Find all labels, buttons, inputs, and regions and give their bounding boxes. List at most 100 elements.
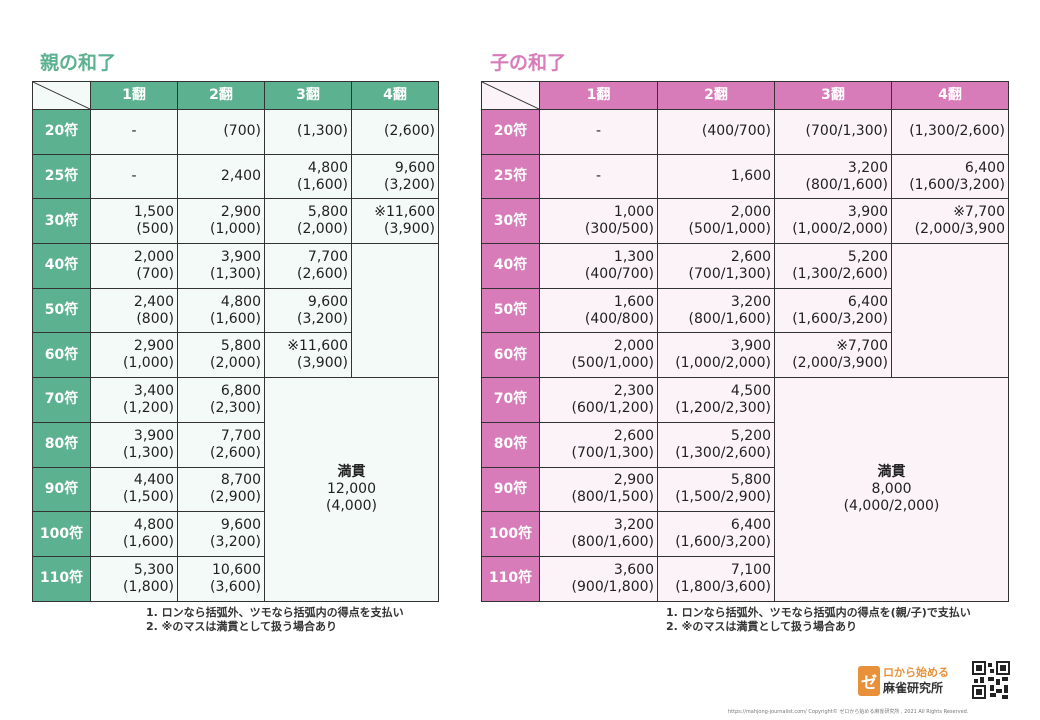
score-cell: 5,800 (1,500/2,900) <box>657 466 775 513</box>
score-value-secondary: (2,900) <box>209 489 261 506</box>
han-header: 3翻 <box>264 81 352 110</box>
score-value-secondary: (1,600) <box>209 310 261 327</box>
score-value: 3,900 <box>847 204 888 221</box>
fu-label: 30符 <box>32 198 91 245</box>
score-cell: 6,400 (1,600/3,200) <box>891 153 1009 200</box>
score-value-secondary: (700/1,300) <box>688 265 771 282</box>
score-cell: - <box>539 153 658 200</box>
score-cell: 3,900 (1,300) <box>177 243 265 289</box>
score-cell: 9,600 (3,200) <box>177 511 265 557</box>
score-value: 2,900 <box>613 472 654 489</box>
fu-label: 100符 <box>32 511 91 557</box>
score-value: 3,200 <box>613 517 654 534</box>
score-value-secondary: (1,600) <box>122 534 174 551</box>
score-value: 5,800 <box>220 338 261 355</box>
fu-label: 25符 <box>481 153 540 200</box>
mangan-label: 満貫 <box>877 463 906 480</box>
mangan-value: (4,000/2,000) <box>843 497 940 514</box>
score-cell: ※7,700 (2,000/3,900 <box>891 198 1009 245</box>
fu-row: 30符 1,000 (300/500) 2,000 (500/1,000) 3,900 (1… <box>481 198 1009 245</box>
fu-label: 40符 <box>32 243 91 289</box>
score-value-secondary: (1,300/2,600) <box>675 444 771 461</box>
note-line: 1. ロンなら括弧外、ツモなら括弧内の得点を(親/子)で支払い <box>666 606 971 619</box>
logo-text-line1: ロから始める <box>883 666 949 679</box>
score-cell: 6,400 (1,600/3,200) <box>774 287 892 334</box>
header-row: 1翻 2翻 3翻 4翻 <box>481 81 1009 110</box>
score-cell: 2,400 (800) <box>90 287 178 334</box>
han-header: 2翻 <box>177 81 265 110</box>
score-value: (1,300/2,600) <box>909 123 1005 140</box>
score-value: 2,000 <box>133 248 174 265</box>
score-cell: (1,300/2,600) <box>891 109 1009 155</box>
fu-label: 90符 <box>481 466 540 513</box>
score-cell: 5,200 (1,300/2,600) <box>657 421 775 468</box>
fu-label: 70符 <box>481 377 540 423</box>
score-cell: 7,100 (1,800/3,600) <box>657 555 775 602</box>
score-value-secondary: (1,800/3,600) <box>675 578 771 595</box>
score-value: - <box>595 168 602 185</box>
score-value-secondary: (800/1,600) <box>571 534 654 551</box>
score-value-secondary: (2,000) <box>296 221 348 238</box>
score-value: 6,400 <box>964 159 1005 176</box>
score-cell: 5,800 (2,000) <box>264 198 352 245</box>
score-value: 4,400 <box>133 472 174 489</box>
score-cell: 5,800 (2,000) <box>177 332 265 379</box>
empty-cell <box>891 243 1009 379</box>
score-value: 4,800 <box>220 293 261 310</box>
score-value: 6,400 <box>847 293 888 310</box>
score-value-secondary: (1,600/3,200) <box>675 534 771 551</box>
score-value-secondary: (3,200) <box>383 176 435 193</box>
empty-cell <box>351 243 439 379</box>
fu-label: 60符 <box>481 332 540 379</box>
fu-row: 40符 2,000 (700) 3,900 (1,300) 7,700 (2,600) <box>32 243 439 379</box>
fu-label: 30符 <box>481 198 540 245</box>
logo-text-line2: 麻雀研究所 <box>883 681 944 695</box>
score-value-secondary: (1,500/2,900) <box>675 489 771 506</box>
score-value-secondary: (400/800) <box>584 310 654 327</box>
score-value-secondary: (1,300/2,600) <box>792 265 888 282</box>
score-value-secondary: (1,300) <box>209 265 261 282</box>
score-value: 6,800 <box>220 382 261 399</box>
score-value-secondary: (700/1,300) <box>571 444 654 461</box>
fu-row: 70符 2,300 (600/1,200) 4,500 (1,200/2,300) 満貫 8… <box>481 377 1009 602</box>
score-value-secondary: (800) <box>136 310 174 327</box>
score-value: 9,600 <box>307 293 348 310</box>
score-cell: 3,200 (800/1,600) <box>657 287 775 334</box>
score-cell: 3,900 (1,000/2,000) <box>774 198 892 245</box>
han-header: 4翻 <box>351 81 439 110</box>
score-value-secondary: (3,600) <box>209 578 261 595</box>
han-header: 1翻 <box>539 81 658 110</box>
fu-row: 50符 1,600 (400/800) 3,200 (800/1,600) 6,400 (1… <box>481 287 1009 334</box>
score-cell: 4,800 (1,600) <box>90 511 178 557</box>
score-value: 1,500 <box>133 204 174 221</box>
score-cell: ※7,700 (2,000/3,900) <box>774 332 892 379</box>
logo-badge: ゼ <box>858 666 880 696</box>
score-cell: 2,000 (500/1,000) <box>657 198 775 245</box>
score-value: 9,600 <box>220 517 261 534</box>
score-value: 7,100 <box>730 561 771 578</box>
score-value-secondary: (500) <box>136 221 174 238</box>
oya-score-table: 1翻 2翻 3翻 4翻 20符 - (700) (1,300) (2,600) 25符 -2… <box>32 81 439 602</box>
score-value-secondary: (500/1,000) <box>688 221 771 238</box>
score-cell: ※11,600 (3,900) <box>264 332 352 379</box>
note-line: 1. ロンなら括弧外、ツモなら括弧内の得点を支払い <box>146 606 404 619</box>
oya-notes: 1. ロンなら括弧外、ツモなら括弧内の得点を支払い 2. ※のマスは満貫として扱… <box>146 606 404 634</box>
score-value: (700) <box>223 123 261 140</box>
fu-label: 100符 <box>481 511 540 557</box>
score-value: 4,500 <box>730 382 771 399</box>
fu-row: 20符 - (400/700) (700/1,300) (1,300/2,600) <box>481 109 1009 155</box>
header-row: 1翻 2翻 3翻 4翻 <box>32 81 439 110</box>
score-cell: 4,500 (1,200/2,300) <box>657 377 775 423</box>
score-cell: 2,900 (800/1,500) <box>539 466 658 513</box>
ko-section-title: 子の和了 <box>490 52 567 74</box>
score-cell: 2,600 (700/1,300) <box>657 243 775 289</box>
score-value-secondary: (500/1,000) <box>571 355 654 372</box>
mangan-label: 満貫 <box>337 463 366 480</box>
score-value: 3,200 <box>730 293 771 310</box>
han-header: 3翻 <box>774 81 892 110</box>
score-value: - <box>131 168 137 185</box>
fu-row: 60符 2,900 (1,000) 5,800 (2,000) ※11,600 (3,900… <box>32 332 439 379</box>
han-header: 1翻 <box>90 81 178 110</box>
score-value-secondary: (3,900) <box>383 221 435 238</box>
score-cell: 1,600 (400/800) <box>539 287 658 334</box>
